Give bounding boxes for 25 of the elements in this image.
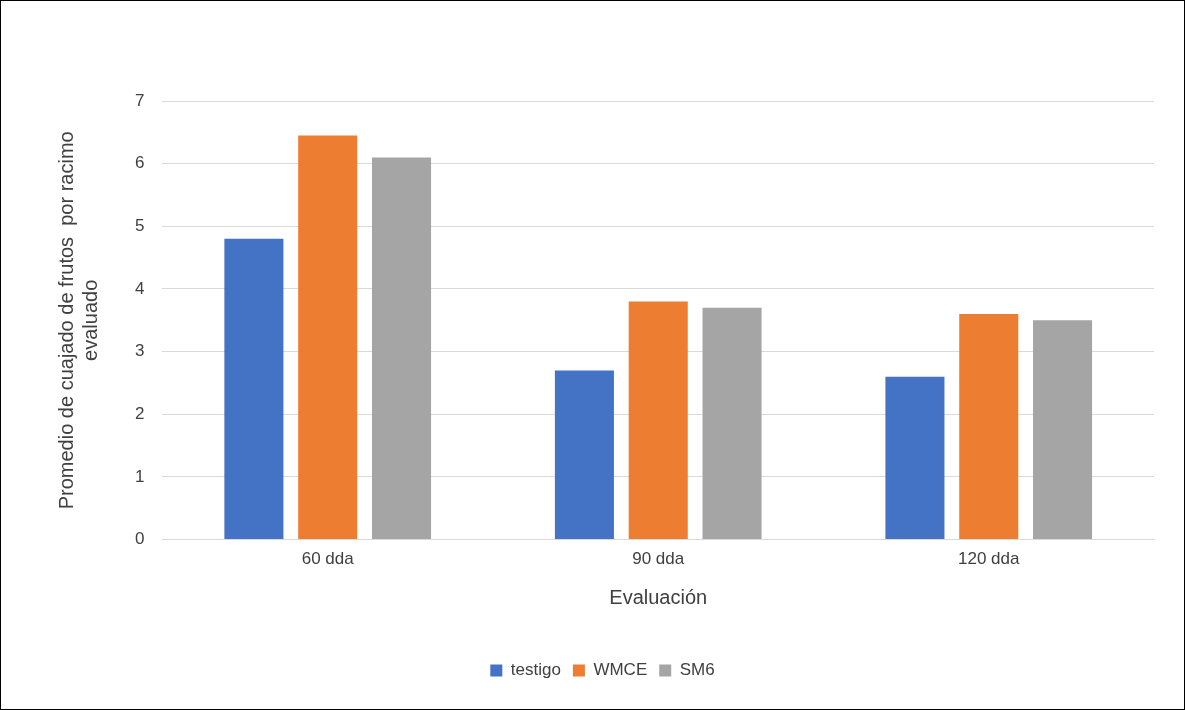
x-tick-label: 60 dda <box>301 549 355 569</box>
bar <box>372 157 432 540</box>
bar <box>628 301 688 540</box>
y-tick-label: 6 <box>134 153 145 173</box>
legend-label: testigo <box>510 660 561 680</box>
y-tick-label: 0 <box>134 529 145 549</box>
bar <box>298 135 358 540</box>
bar <box>959 314 1019 540</box>
x-tick-label: 120 dda <box>958 549 1021 569</box>
y-tick-label: 2 <box>134 403 145 423</box>
y-axis-title: Promedio de cuajado de frutos por racimo evaluado <box>54 131 101 510</box>
y-tick-label: 4 <box>134 278 145 298</box>
y-tick-label: 5 <box>134 216 145 235</box>
bar <box>885 376 945 540</box>
y-tick-label: 3 <box>134 341 145 361</box>
bar <box>702 307 762 540</box>
bar <box>1033 320 1093 540</box>
y-tick-label: 1 <box>134 466 145 486</box>
x-tick-label: 90 dda <box>632 549 685 569</box>
bar <box>224 238 284 540</box>
legend-label: WMCE <box>593 660 648 680</box>
x-axis-title: Evaluación <box>609 585 708 608</box>
bar <box>554 370 614 540</box>
y-tick-label: 7 <box>134 90 145 110</box>
legend-label: SM6 <box>679 660 715 680</box>
